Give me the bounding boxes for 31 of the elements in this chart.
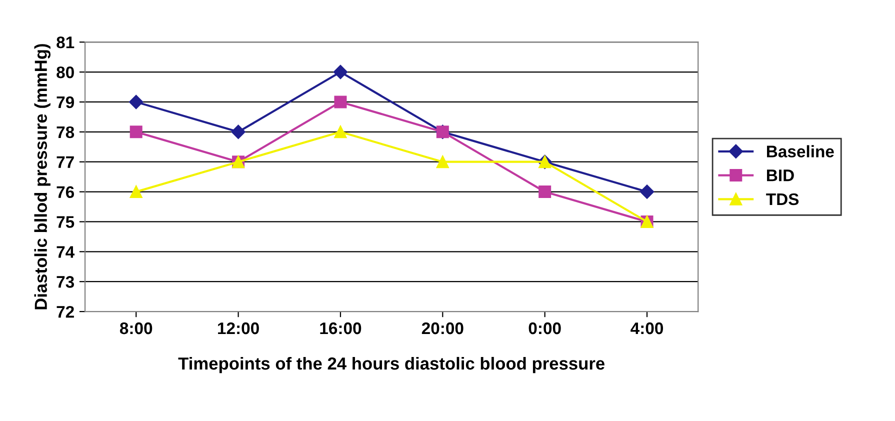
y-tick-label: 78 <box>56 126 74 138</box>
legend-label: TDS <box>766 193 799 206</box>
point <box>129 94 144 110</box>
legend-label: Baseline <box>767 145 834 158</box>
legend-label: BID <box>767 170 794 182</box>
y-axis-title: Diastolic bllod pressure (mmHg) <box>34 44 51 310</box>
x-tick-label: 0:00 <box>528 322 561 334</box>
y-tick-label: 76 <box>56 186 74 198</box>
y-tick-label: 77 <box>56 156 74 168</box>
point <box>640 184 654 199</box>
y-tick-label: 74 <box>56 246 75 258</box>
point <box>538 186 552 198</box>
x-tick-label: 12:00 <box>218 322 259 334</box>
y-tick-label: 79 <box>56 96 74 108</box>
point <box>334 126 347 138</box>
y-tick-label: 81 <box>56 36 74 48</box>
y-tick-label: 75 <box>56 216 74 228</box>
point <box>130 186 142 198</box>
x-tick-label: 4:00 <box>630 322 664 334</box>
x-tick-label: 8:00 <box>120 322 152 334</box>
point <box>130 126 142 138</box>
y-tick-label: 80 <box>56 66 74 78</box>
y-tick-label: 72 <box>56 306 74 318</box>
point <box>334 96 347 108</box>
y-tick-label: 73 <box>56 276 74 288</box>
x-tick-label: 16:00 <box>320 322 362 334</box>
x-axis-title: Timepoints of the 24 hours diastolic blood pressure <box>178 356 605 374</box>
point <box>333 64 348 80</box>
point <box>231 124 246 139</box>
point <box>436 156 449 168</box>
x-tick-label: 20:00 <box>422 322 464 334</box>
